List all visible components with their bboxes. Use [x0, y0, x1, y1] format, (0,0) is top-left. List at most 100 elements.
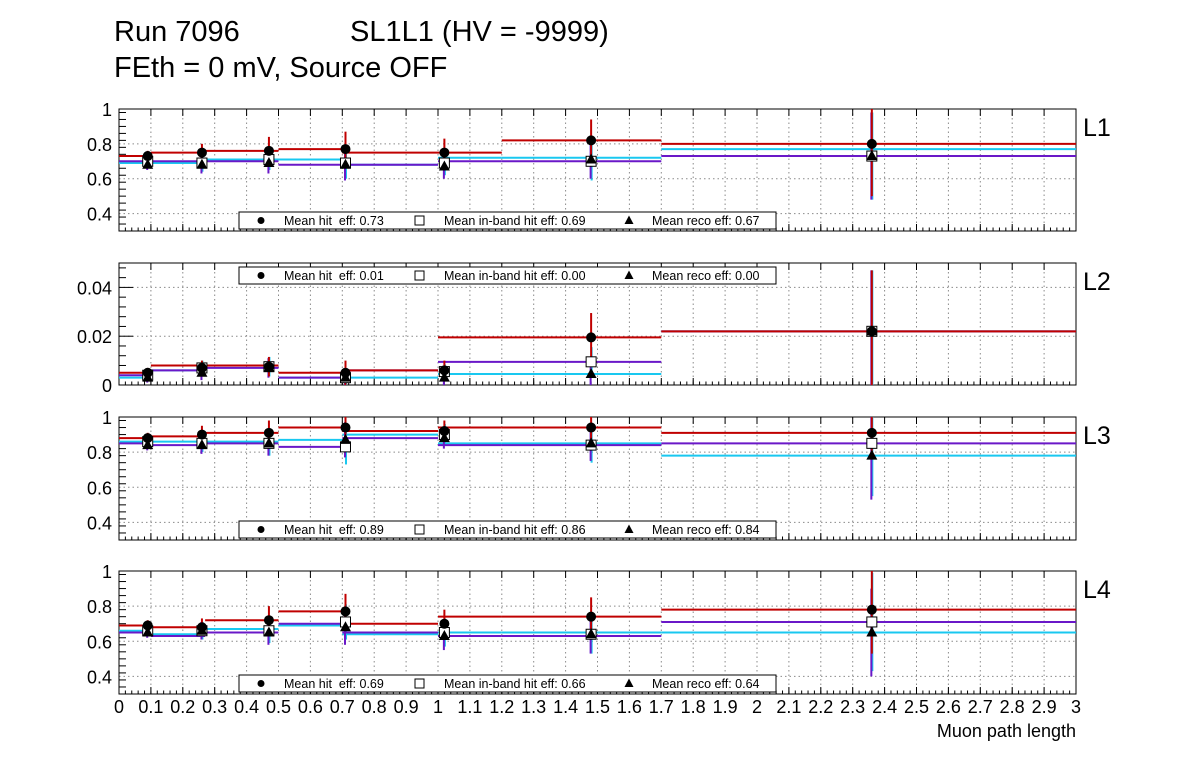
- reco-marker: [585, 153, 597, 164]
- chamber-label: SL1L1 (HV = -9999): [350, 16, 609, 48]
- hit-marker: [263, 145, 274, 156]
- legend-inband-marker: [414, 215, 425, 226]
- legend-entry: Mean hit eff: 0.01: [284, 269, 384, 283]
- hit-marker: [142, 620, 153, 631]
- x-tick-label: 1.4: [553, 697, 578, 717]
- x-tick-label: 1.8: [681, 697, 706, 717]
- reco-marker: [142, 158, 154, 169]
- y-tick-label: 0.4: [87, 667, 112, 687]
- legend-box: [238, 520, 777, 539]
- x-tick-label: 2.4: [872, 697, 897, 717]
- reco-marker: [142, 626, 154, 637]
- y-tick-label: 0.4: [87, 513, 112, 533]
- reco-marker: [196, 439, 208, 450]
- hit-marker: [340, 367, 351, 378]
- reco-marker: [866, 626, 878, 637]
- reco-marker: [866, 150, 878, 161]
- legend-reco-marker: [624, 678, 634, 687]
- legend-entry: Mean reco eff: 0.84: [652, 523, 760, 537]
- legend-entry: Mean hit eff: 0.73: [284, 214, 384, 228]
- legend-box: [238, 266, 777, 285]
- reco-marker: [263, 157, 275, 168]
- reco-marker: [339, 158, 351, 169]
- x-tick-label: 0.7: [330, 697, 355, 717]
- hit-marker: [340, 606, 351, 617]
- legend-entry: Mean in-band hit eff: 0.00: [444, 269, 586, 283]
- panel-label: L2: [1083, 268, 1111, 296]
- hit-marker: [142, 433, 153, 444]
- panel-label: L1: [1083, 114, 1111, 142]
- x-tick-label: 0.3: [202, 697, 227, 717]
- reco-marker: [196, 158, 208, 169]
- x-tick-label: 1.1: [457, 697, 482, 717]
- run-number: Run 7096: [114, 16, 240, 48]
- reco-marker: [585, 437, 597, 448]
- hit-marker: [866, 138, 877, 149]
- hit-marker: [586, 135, 597, 146]
- x-tick-label: 1.5: [585, 697, 610, 717]
- legend-entry: Mean hit eff: 0.89: [284, 523, 384, 537]
- x-tick-label: 0.2: [170, 697, 195, 717]
- legend-reco-marker: [624, 524, 634, 533]
- legend-entry: Mean in-band hit eff: 0.86: [444, 523, 586, 537]
- reco-marker: [339, 433, 351, 444]
- hit-marker: [142, 151, 153, 162]
- panel-l2: 0 0.02 0.04 L2 Mean hit eff: 0.01 Mean in-ban…: [77, 262, 1111, 396]
- hit-marker: [439, 618, 450, 629]
- legend-inband-marker: [414, 524, 425, 535]
- x-tick-label: 2: [752, 697, 762, 717]
- x-tick-label: 2.8: [1000, 697, 1025, 717]
- reco-marker: [263, 437, 275, 448]
- y-tick-label: 1: [102, 408, 112, 428]
- reco-marker: [438, 630, 450, 641]
- hit-marker: [586, 332, 597, 343]
- y-tick-label: 0.8: [87, 597, 112, 617]
- legend-hit-marker: [257, 526, 265, 533]
- inband-marker: [866, 616, 878, 628]
- legend-inband-marker: [414, 678, 425, 689]
- hit-marker: [340, 144, 351, 155]
- x-axis: 0 0.1 0.2 0.3 0.4 0.5 0.6 0.7 0.8 0.9 1 1.1 1.2 1.3 1.…: [114, 697, 1081, 741]
- panel-l3: 0.4 0.6 0.8 1 L3 Mean hit eff: 0.89 Mean in-ba…: [87, 408, 1111, 541]
- x-tick-label: 1.9: [713, 697, 738, 717]
- x-tick-label: 0.1: [138, 697, 163, 717]
- y-tick-label: 1: [102, 100, 112, 120]
- hit-marker: [340, 422, 351, 433]
- legend: Mean hit eff: 0.73 Mean in-band hit eff: …: [238, 211, 777, 230]
- legend-reco-marker: [624, 215, 634, 224]
- x-tick-label: 2.1: [776, 697, 801, 717]
- y-tick-label: 0.6: [87, 170, 112, 190]
- conditions-label: FEth = 0 mV, Source OFF: [114, 52, 448, 84]
- hit-marker: [196, 362, 207, 373]
- legend: Mean hit eff: 0.01 Mean in-band hit eff: …: [238, 266, 777, 285]
- reco-marker: [438, 160, 450, 171]
- legend-box: [238, 211, 777, 230]
- x-axis-title: Muon path length: [937, 721, 1076, 741]
- legend-hit-marker: [257, 680, 265, 687]
- legend-entry: Mean hit eff: 0.69: [284, 677, 384, 691]
- hit-marker: [263, 361, 274, 372]
- y-tick-label: 0.02: [77, 327, 112, 347]
- inband-marker: [866, 437, 878, 449]
- x-tick-label: 0: [114, 697, 124, 717]
- x-tick-label: 2.5: [904, 697, 929, 717]
- legend: Mean hit eff: 0.89 Mean in-band hit eff: …: [238, 520, 777, 539]
- legend-entry: Mean in-band hit eff: 0.66: [444, 677, 586, 691]
- reco-marker: [866, 449, 878, 460]
- y-tick-label: 0.8: [87, 135, 112, 155]
- x-tick-label: 0.5: [266, 697, 291, 717]
- x-tick-label: 1: [433, 697, 443, 717]
- reco-marker: [142, 439, 154, 450]
- hit-marker: [866, 427, 877, 438]
- hit-marker: [586, 611, 597, 622]
- x-tick-label: 3: [1071, 697, 1081, 717]
- reco-marker: [339, 621, 351, 632]
- legend-entry: Mean reco eff: 0.00: [652, 269, 760, 283]
- x-tick-label: 2.7: [968, 697, 993, 717]
- legend-box: [238, 674, 777, 693]
- reco-marker: [585, 628, 597, 639]
- hit-marker: [196, 622, 207, 633]
- hit-marker: [142, 367, 153, 378]
- x-tick-label: 1.3: [521, 697, 546, 717]
